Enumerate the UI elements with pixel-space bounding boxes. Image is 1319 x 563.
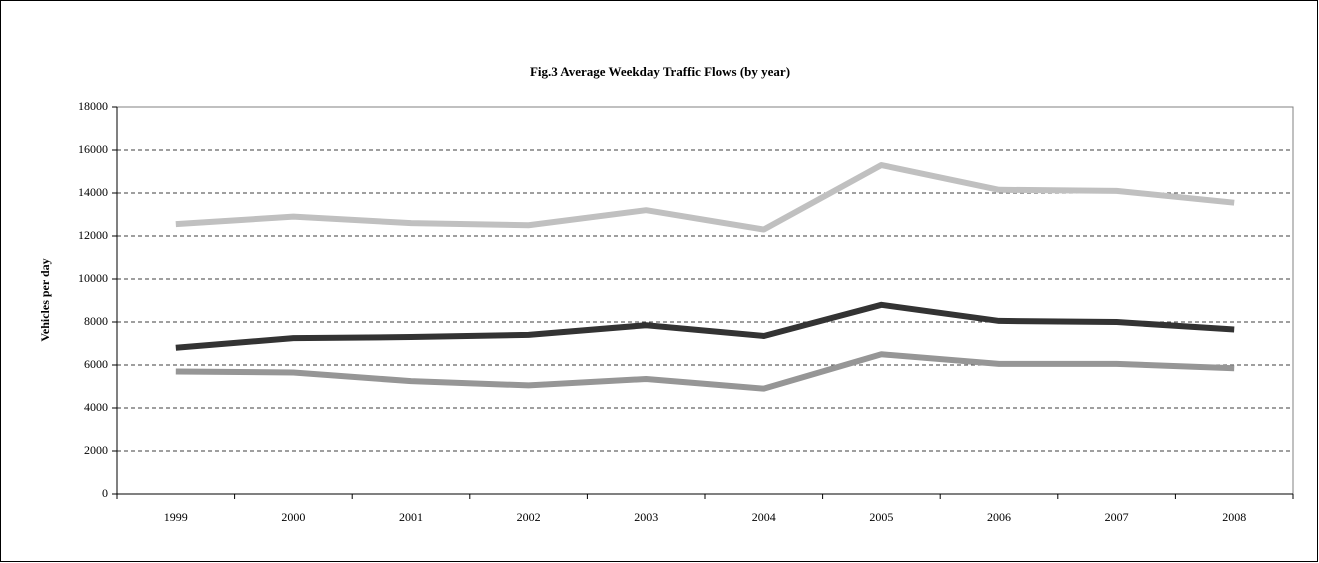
plot-area bbox=[116, 106, 1294, 495]
y-tick-label: 16000 bbox=[78, 142, 108, 156]
y-tick-label: 0 bbox=[102, 486, 108, 500]
x-tick-label: 1999 bbox=[164, 510, 188, 524]
x-tick-label: 2005 bbox=[869, 510, 893, 524]
x-tick-label: 2007 bbox=[1105, 510, 1129, 524]
y-tick-label: 12000 bbox=[78, 228, 108, 242]
y-tick-label: 4000 bbox=[84, 400, 108, 414]
x-tick-label: 2001 bbox=[399, 510, 423, 524]
x-tick-label: 2008 bbox=[1222, 510, 1246, 524]
x-tick-label: 2003 bbox=[634, 510, 658, 524]
y-tick-label: 18000 bbox=[78, 99, 108, 113]
x-tick-label: 2000 bbox=[281, 510, 305, 524]
y-tick-label: 6000 bbox=[84, 357, 108, 371]
y-tick-label: 14000 bbox=[78, 185, 108, 199]
y-tick-label: 10000 bbox=[78, 271, 108, 285]
x-tick-label: 2004 bbox=[752, 510, 776, 524]
series-line bbox=[175, 351, 1235, 392]
y-tick-label: 8000 bbox=[84, 314, 108, 328]
chart-title: Fig.3 Average Weekday Traffic Flows (by … bbox=[530, 64, 790, 79]
series-line bbox=[175, 162, 1235, 233]
y-axis-label: Vehicles per day bbox=[38, 258, 52, 341]
x-tick-label: 2006 bbox=[987, 510, 1011, 524]
x-tick-label: 2002 bbox=[517, 510, 541, 524]
y-tick-label: 2000 bbox=[84, 443, 108, 457]
series-line bbox=[175, 301, 1235, 351]
